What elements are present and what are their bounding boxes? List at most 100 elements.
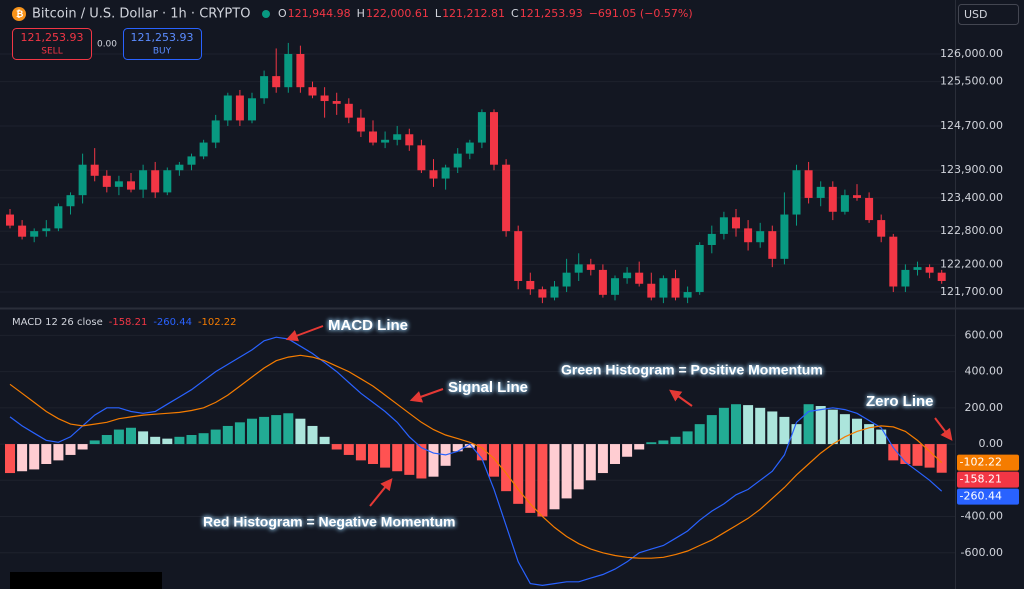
y-tick-label: 600.00: [965, 328, 1004, 341]
sell-button[interactable]: [12, 28, 92, 60]
candle-body: [828, 186, 837, 212]
candle-body: [574, 264, 583, 273]
histogram-bar: [888, 444, 899, 461]
histogram-bar: [464, 444, 475, 448]
histogram-bar: [186, 435, 197, 445]
histogram-bar: [428, 444, 439, 477]
candle-body: [671, 278, 680, 298]
indicator-title: MACD 12 26 close: [12, 317, 103, 328]
histogram-bar: [936, 444, 947, 473]
candle-body: [889, 236, 898, 287]
candle-body: [187, 156, 196, 165]
ohlc-key: O: [278, 7, 287, 20]
histogram-bar: [138, 431, 149, 445]
legend-value: -158.21: [109, 317, 148, 328]
candle-body: [66, 195, 75, 207]
annotation-arrow: [285, 325, 324, 342]
y-tick-label: 123,900.00: [940, 163, 1003, 176]
candle-body: [937, 272, 946, 281]
histogram-bar: [174, 436, 185, 445]
candle-body: [816, 186, 825, 198]
histogram-bar: [815, 406, 826, 445]
histogram-bar: [5, 444, 15, 474]
candle-body: [127, 181, 135, 190]
value-tag: [957, 471, 1019, 488]
histogram-bar: [573, 444, 584, 490]
histogram-bar: [29, 444, 40, 470]
annotation: MACD Line: [328, 317, 408, 334]
histogram-bar: [89, 440, 100, 445]
candle-body: [586, 264, 595, 270]
histogram-bar: [307, 425, 318, 445]
histogram-bar: [537, 444, 548, 517]
histogram-bar: [343, 444, 354, 455]
annotation-arrow: [669, 389, 693, 407]
histogram-bar: [150, 436, 161, 445]
candle-body: [756, 231, 765, 243]
y-tick-label: 122,200.00: [940, 257, 1003, 270]
candle-body: [538, 289, 547, 298]
candle-body: [54, 206, 63, 229]
histogram-bar: [924, 444, 935, 468]
candle-body: [623, 272, 632, 279]
legend-value: -102.22: [198, 317, 237, 328]
histogram-bar: [900, 444, 911, 464]
annotation: Zero Line: [866, 393, 934, 410]
candle-body: [707, 233, 716, 245]
histogram-bar: [452, 444, 463, 452]
histogram-bar: [755, 407, 766, 445]
candle-body: [308, 87, 317, 96]
candle-body: [647, 283, 656, 298]
y-tick-label: 0.00: [979, 437, 1004, 450]
ohlc-value: 121,253.93: [520, 7, 583, 20]
candle-body: [853, 195, 861, 198]
histogram-bar: [622, 444, 633, 457]
buy-button[interactable]: [123, 28, 202, 60]
candle-body: [272, 76, 281, 88]
histogram-bar: [779, 416, 790, 445]
candle-body: [526, 280, 535, 290]
histogram-bar: [404, 444, 415, 475]
histogram-bar: [222, 425, 233, 445]
histogram-bar: [743, 405, 754, 445]
plot-area: [5, 42, 947, 587]
candle-body: [393, 134, 402, 140]
candle-body: [260, 76, 269, 99]
sell-price: 121,253.93: [21, 31, 84, 44]
candle-body: [925, 267, 934, 273]
histogram-bar: [694, 424, 705, 445]
histogram-bar: [561, 444, 572, 499]
candle-body: [90, 164, 99, 176]
candle-body: [199, 142, 208, 157]
candle-body: [598, 269, 607, 295]
histogram-bar: [259, 416, 270, 445]
histogram-bar: [549, 444, 560, 510]
candle-body: [163, 170, 172, 193]
candle-body: [42, 228, 51, 232]
histogram-bar: [489, 444, 499, 477]
candle-body: [465, 142, 474, 154]
candle-body: [768, 231, 777, 259]
candle-body: [284, 53, 293, 88]
candle-body: [744, 228, 753, 243]
change: −691.05 (−0.57%): [589, 7, 693, 20]
legend-value: -260.44: [153, 317, 192, 328]
histogram-bar: [610, 444, 620, 464]
currency-select[interactable]: [958, 4, 1019, 25]
histogram-bar: [864, 424, 875, 445]
histogram-bar: [247, 418, 257, 445]
histogram-bar: [234, 422, 245, 445]
y-tick-label: 200.00: [965, 401, 1004, 414]
ohlc-key: L: [435, 7, 442, 20]
annotation: Signal Line: [448, 379, 528, 396]
histogram-bar: [513, 444, 524, 504]
annotation: Green Histogram = Positive Momentum: [561, 362, 823, 378]
candle-body: [6, 214, 14, 226]
candle-body: [732, 217, 740, 229]
histogram-bar: [876, 429, 887, 445]
candle-body: [550, 286, 559, 298]
histogram-bar: [368, 444, 378, 464]
candle-body: [477, 112, 486, 143]
histogram-bar: [585, 444, 596, 481]
candle-body: [405, 134, 414, 146]
